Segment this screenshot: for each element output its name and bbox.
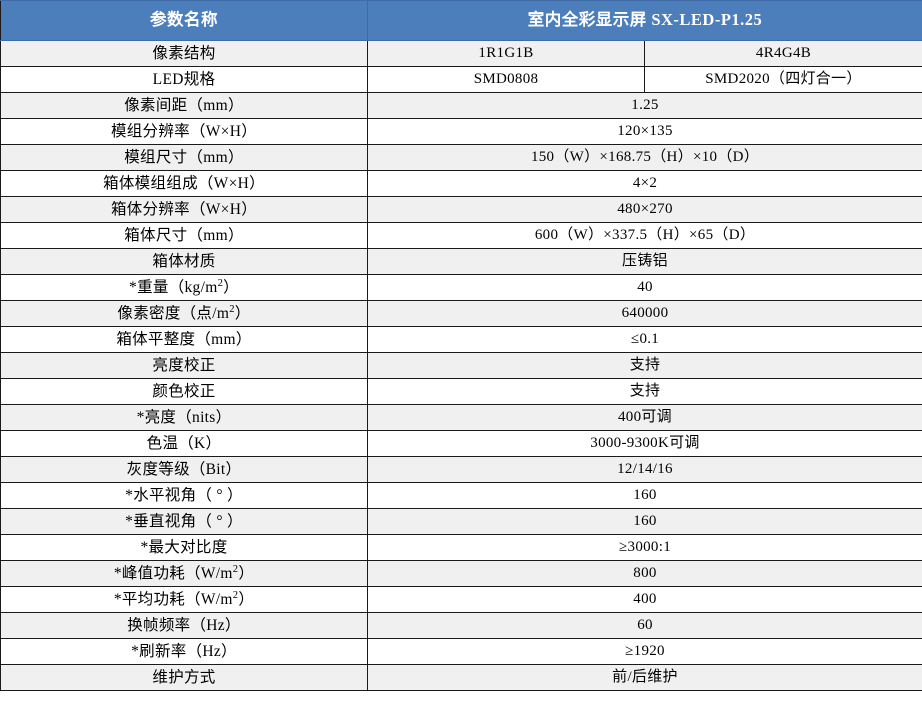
table-row: *平均功耗（W/m2） 400 [0, 586, 922, 613]
param-value-cell: ≥1920 [367, 638, 922, 665]
param-name-cell: 色温（K） [0, 430, 368, 457]
param-name-cell: 箱体模组组成（W×H） [0, 170, 368, 197]
param-value-cell: 160 [367, 508, 922, 535]
column-header-product-title: 室内全彩显示屏 SX-LED-P1.25 [367, 0, 922, 41]
param-name-cell: 像素间距（mm） [0, 92, 368, 119]
param-value-cell: ≥3000:1 [367, 534, 922, 561]
led-specification-table: 参数名称 室内全彩显示屏 SX-LED-P1.25 像素结构 1R1G1B 4R4G… [0, 0, 922, 691]
table-row: LED规格 SMD0808 SMD2020（四灯合一） [0, 66, 922, 93]
param-name-cell: *峰值功耗（W/m2） [0, 560, 368, 587]
table-row: 模组分辨率（W×H） 120×135 [0, 118, 922, 145]
table-row: 像素密度（点/m2） 640000 [0, 300, 922, 327]
param-name-cell: *垂直视角（ ° ） [0, 508, 368, 535]
table-row: 箱体平整度（mm） ≤0.1 [0, 326, 922, 353]
param-value-cell: 3000-9300K可调 [367, 430, 922, 457]
param-name-cell: 像素密度（点/m2） [0, 300, 368, 327]
param-name-cell: 箱体分辨率（W×H） [0, 196, 368, 223]
param-name-cell: *重量（kg/m2） [0, 274, 368, 301]
param-name-cell: *刷新率（Hz） [0, 638, 368, 665]
param-value-cell: 160 [367, 482, 922, 509]
param-name-cell: 模组尺寸（mm） [0, 144, 368, 171]
param-value-cell: 120×135 [367, 118, 922, 145]
table-row: 灰度等级（Bit） 12/14/16 [0, 456, 922, 483]
param-name-cell: 箱体尺寸（mm） [0, 222, 368, 249]
param-name-cell: 模组分辨率（W×H） [0, 118, 368, 145]
param-name-cell: 换帧频率（Hz） [0, 612, 368, 639]
table-row: *最大对比度 ≥3000:1 [0, 534, 922, 561]
table-row: 像素间距（mm） 1.25 [0, 92, 922, 119]
param-name-cell: 颜色校正 [0, 378, 368, 405]
param-name-cell: 箱体材质 [0, 248, 368, 275]
param-value-cell: 支持 [367, 378, 922, 405]
param-name-cell: *最大对比度 [0, 534, 368, 561]
param-value-cell: 150（W）×168.75（H）×10（D） [367, 144, 922, 171]
table-row: 箱体分辨率（W×H） 480×270 [0, 196, 922, 223]
param-name-cell: *水平视角（ ° ） [0, 482, 368, 509]
param-value-cell: 支持 [367, 352, 922, 379]
param-name-cell: 灰度等级（Bit） [0, 456, 368, 483]
param-value-cell: 400 [367, 586, 922, 613]
param-value-cell-left: 1R1G1B [367, 40, 645, 67]
table-row: *亮度（nits） 400可调 [0, 404, 922, 431]
table-row: 像素结构 1R1G1B 4R4G4B [0, 40, 922, 67]
table-row: *水平视角（ ° ） 160 [0, 482, 922, 509]
table-row: 箱体材质 压铸铝 [0, 248, 922, 275]
table-row: 色温（K） 3000-9300K可调 [0, 430, 922, 457]
param-name-cell: 亮度校正 [0, 352, 368, 379]
param-value-cell: 4×2 [367, 170, 922, 197]
param-value-cell-right: SMD2020（四灯合一） [644, 66, 922, 93]
param-value-cell: 400可调 [367, 404, 922, 431]
header-row: 参数名称 室内全彩显示屏 SX-LED-P1.25 [0, 0, 922, 41]
table-row: 维护方式 前/后维护 [0, 664, 922, 691]
table-body: 像素结构 1R1G1B 4R4G4B LED规格 SMD0808 SMD2020（四灯合一… [0, 40, 922, 691]
table-row: 亮度校正 支持 [0, 352, 922, 379]
param-value-cell: 12/14/16 [367, 456, 922, 483]
table-row: 模组尺寸（mm） 150（W）×168.75（H）×10（D） [0, 144, 922, 171]
param-value-cell: 800 [367, 560, 922, 587]
column-header-parameter-name: 参数名称 [0, 0, 368, 41]
param-value-cell: 1.25 [367, 92, 922, 119]
param-name-cell: 箱体平整度（mm） [0, 326, 368, 353]
param-value-cell: 40 [367, 274, 922, 301]
param-name-cell: LED规格 [0, 66, 368, 93]
param-value-cell: 640000 [367, 300, 922, 327]
param-value-cell: 前/后维护 [367, 664, 922, 691]
param-value-cell: 480×270 [367, 196, 922, 223]
param-value-cell-left: SMD0808 [367, 66, 645, 93]
param-value-cell: ≤0.1 [367, 326, 922, 353]
param-name-cell: *亮度（nits） [0, 404, 368, 431]
param-name-cell: 维护方式 [0, 664, 368, 691]
param-name-cell: *平均功耗（W/m2） [0, 586, 368, 613]
table-row: 颜色校正 支持 [0, 378, 922, 405]
table-row: 箱体尺寸（mm） 600（W）×337.5（H）×65（D） [0, 222, 922, 249]
param-value-cell-right: 4R4G4B [644, 40, 922, 67]
table-row: *峰值功耗（W/m2） 800 [0, 560, 922, 587]
table-row: *刷新率（Hz） ≥1920 [0, 638, 922, 665]
table-row: *垂直视角（ ° ） 160 [0, 508, 922, 535]
table-header: 参数名称 室内全彩显示屏 SX-LED-P1.25 [0, 0, 922, 41]
table-row: 箱体模组组成（W×H） 4×2 [0, 170, 922, 197]
param-value-cell: 600（W）×337.5（H）×65（D） [367, 222, 922, 249]
table-row: *重量（kg/m2） 40 [0, 274, 922, 301]
param-name-cell: 像素结构 [0, 40, 368, 67]
table-row: 换帧频率（Hz） 60 [0, 612, 922, 639]
param-value-cell: 压铸铝 [367, 248, 922, 275]
param-value-cell: 60 [367, 612, 922, 639]
